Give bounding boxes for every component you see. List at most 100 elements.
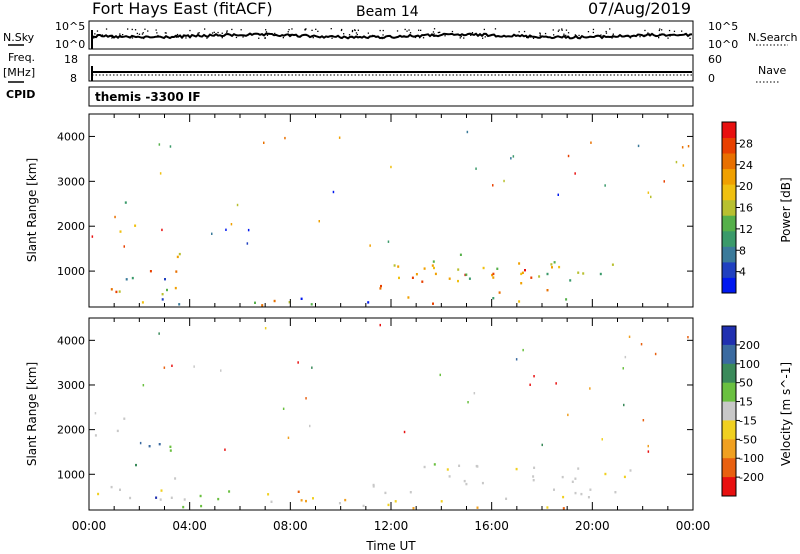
noise-search-dot [552,29,554,31]
data-cell [505,497,508,500]
noise-search-dot [526,36,528,39]
velocity-panel: 1000 2000 3000 4000 00:00 04:00 08:00 12:00 16:… [25,317,710,553]
data-cell [475,464,478,468]
data-cell [178,303,181,306]
data-cell [116,429,119,433]
noise-search-dot [561,29,563,31]
data-cell [124,201,127,204]
data-cell [149,270,152,273]
noise-search-dot [289,33,291,36]
data-cell [380,284,382,288]
freq-label-2: [MHz] [3,66,35,79]
x-tick-label: 00:00 [72,519,107,533]
colorbar-swatch [722,230,736,247]
data-cell [94,434,97,437]
noise-search-dot [206,37,208,39]
noise-search-dot [406,30,408,32]
noise-search-dot [185,37,187,39]
data-cell [458,464,461,467]
noise-search-dot [274,32,276,35]
cpid-strip: themis -3300 IF [88,86,694,107]
data-cell [622,367,624,370]
data-cell [158,143,161,146]
colorbar-tick-label: 8 [739,244,746,257]
noise-tick-top-left: 10^5 [55,20,85,33]
data-cell [647,444,649,448]
freq-tick-top: 18 [64,53,78,66]
noise-search-dot [408,29,410,31]
data-cell [164,278,166,281]
noise-search-dot [128,36,130,38]
data-cell [468,277,471,280]
data-cell [546,272,549,276]
data-cell [423,267,426,270]
data-cell [590,141,592,144]
noise-search-dot [437,31,439,34]
data-cell [681,146,684,149]
noise-search-dot [176,33,179,36]
noise-search-dot [242,36,244,38]
data-cell [158,443,161,446]
noise-search-dot [578,34,580,37]
data-cell [193,365,195,368]
data-cell [434,272,437,276]
data-cell [663,180,665,183]
noise-search-dot [585,37,587,39]
data-cell [311,366,313,369]
noise-search-dot [508,35,511,37]
noise-search-dot [554,36,556,38]
data-cell [267,493,270,496]
data-cell [650,195,652,199]
noise-panel: 10^5 10^0 10^5 10^0 [55,20,738,51]
data-cell [273,299,276,303]
data-cell [604,472,607,476]
data-cell [182,505,185,509]
data-cell [131,276,134,280]
velocity-cells [94,323,689,510]
data-cell [169,445,172,448]
data-cell [555,382,557,385]
data-cell [432,302,434,305]
data-cell [567,413,569,417]
noise-search-dot [226,31,228,33]
data-cell [169,449,172,452]
data-cell [403,430,406,434]
data-cell [332,190,335,194]
data-cell [178,252,181,256]
colorbar-swatch [722,458,736,478]
data-cell [118,290,121,293]
data-cell [492,297,495,300]
data-cell [369,244,371,247]
noise-search-dot [605,32,608,34]
colorbar-tick-label: 100 [739,358,760,371]
noise-search-dot [689,37,691,39]
data-cell [571,480,574,483]
noise-trace [91,28,693,49]
noise-search-dot [557,30,559,32]
colorbar-swatch [722,326,736,346]
x-tick-label: 16:00 [474,519,509,533]
noise-search-dot [131,37,134,39]
noise-search-dot [612,33,614,35]
data-cell [518,300,521,303]
data-cell [520,282,523,285]
noise-search-dot [221,32,223,34]
noise-search-dot [409,32,412,34]
colorbar-frame [721,325,737,497]
data-cell [440,500,443,503]
noise-search-dot [131,28,133,31]
data-cell [415,273,418,276]
velocity-colorbar: 200 100 50 15 -15 -50 -100 -200 Velocity [m s^-… [721,325,793,497]
data-cell [125,278,128,281]
noise-search-dot [658,37,660,39]
y-tick-label: 3000 [57,379,85,392]
noise-search-dot [661,29,663,31]
data-cell [224,448,226,451]
data-cell [211,232,213,235]
data-cell [553,488,555,491]
noise-search-dot [138,33,141,35]
noise-search-dot [644,29,646,32]
noise-search-dot [669,35,671,37]
data-cell [318,220,320,223]
data-cell [119,230,122,233]
